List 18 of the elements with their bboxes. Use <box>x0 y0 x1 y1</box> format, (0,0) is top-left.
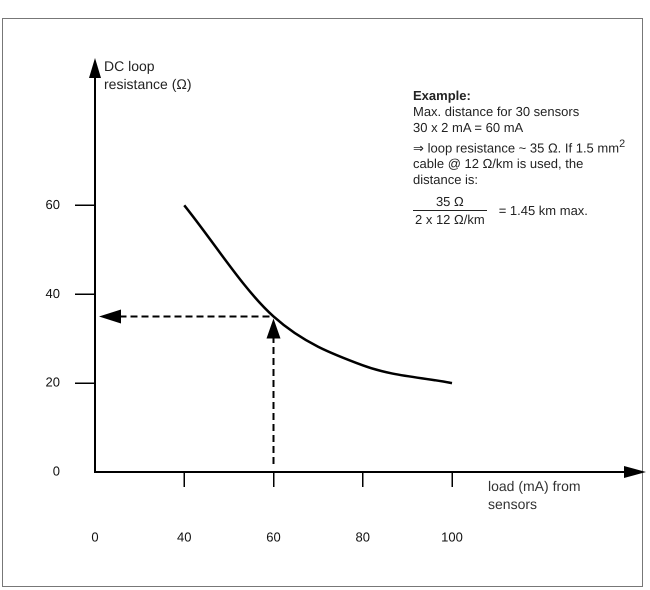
annotation: Example: <box>413 88 472 104</box>
x-tick-label: 0 <box>91 529 99 544</box>
y-tick-label: 0 <box>52 464 60 479</box>
text: ⇒ loop resistance ~ 35 Ω. If 1.5 mm$^{2}$ cable @ 12 Ω/km is used, the distance is: <box>413 138 626 188</box>
annotation: 35 Ω <box>434 194 465 210</box>
annotation: 30 x 2 mA = 60 mA <box>413 120 524 136</box>
annotation: Max. distance for 30 sensors <box>413 104 580 120</box>
x-tick-label: 100 <box>441 529 463 544</box>
annotation: 2 x 12 Ω/km <box>413 210 487 228</box>
x-axis-title: load (mA) from sensors <box>488 477 582 513</box>
y-tick-label: 60 <box>46 196 60 212</box>
x-tick-label: 80 <box>356 529 370 544</box>
x-tick-label: 40 <box>177 529 192 544</box>
y-axis-title: DC loop resistance (Ω) <box>104 57 192 93</box>
x-tick-label: 60 <box>266 529 281 544</box>
y-tick-label: 20 <box>46 374 60 390</box>
y-tick-label: 40 <box>46 286 60 301</box>
text: = 1.45 km max. <box>498 203 588 219</box>
